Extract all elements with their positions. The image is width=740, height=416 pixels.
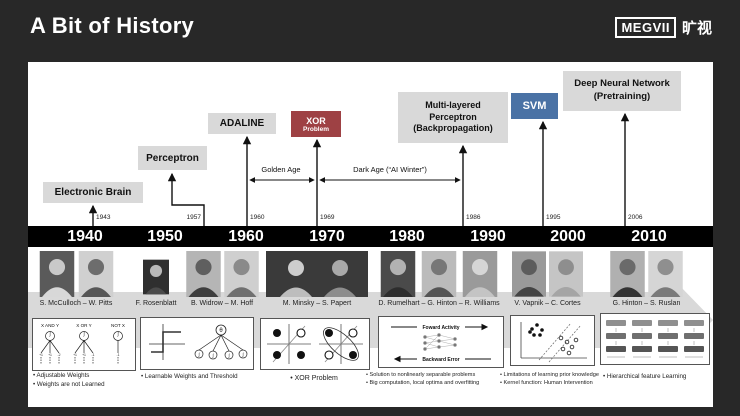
svg-text:∫: ∫ bbox=[241, 352, 244, 357]
caption-hierarchical-features: Hierarchical feature Learning bbox=[603, 373, 686, 382]
portrait-photo bbox=[610, 251, 645, 297]
event-xor-problem: XOR Problem bbox=[291, 111, 341, 137]
ytick-1957: 1957 bbox=[186, 214, 201, 221]
portrait-photo bbox=[461, 251, 499, 297]
svm-margin-diagram bbox=[510, 315, 595, 366]
people-group-rumelhart-hinton-williams: D. Rumelhart – G. Hinton – R. Williams bbox=[378, 251, 500, 307]
svg-text:-2: -2 bbox=[57, 353, 60, 357]
svg-text:∫: ∫ bbox=[197, 352, 200, 357]
decade-2000: 2000 bbox=[550, 228, 586, 245]
era-dark-age: Dark Age (“AI Winter”) bbox=[353, 165, 427, 174]
people-group-rosenblatt: F. Rosenblatt bbox=[128, 257, 184, 307]
decade-1940: 1940 bbox=[67, 228, 103, 245]
portrait-photo bbox=[223, 251, 259, 297]
svg-text:∫: ∫ bbox=[82, 332, 85, 338]
timeline-bar: 1940 1950 1960 1970 1980 1990 2000 2010 bbox=[28, 226, 713, 247]
svg-text:-1: -1 bbox=[116, 353, 119, 357]
event-xor-title: XOR bbox=[306, 115, 326, 126]
ytick-1969: 1969 bbox=[320, 214, 335, 221]
backpropagation-diagram: Foward Activity Backward Error bbox=[378, 316, 504, 368]
era-golden-age: Golden Age bbox=[261, 165, 301, 174]
decade-1960: 1960 bbox=[228, 228, 264, 245]
logic-label-and: X AND Y bbox=[41, 323, 59, 328]
event-mlp-backprop: Multi-layered Perceptron (Backpropagatio… bbox=[398, 92, 508, 143]
portrait-photo bbox=[185, 251, 221, 297]
svg-text:∫: ∫ bbox=[227, 353, 230, 358]
event-xor-subtitle: Problem bbox=[302, 125, 329, 133]
people-group-mcculloch-pitts: S. McCulloch – W. Pitts bbox=[34, 251, 118, 307]
people-group-hinton-ruslan: G. Hinton – S. Ruslan bbox=[608, 251, 685, 307]
people-label: B. Widrow – M. Hoff bbox=[190, 300, 254, 307]
portrait-photo bbox=[379, 251, 417, 297]
portrait-photo bbox=[512, 251, 546, 297]
caption-xor-problem: XOR Problem bbox=[260, 374, 368, 384]
logic-label-or: X OR Y bbox=[76, 323, 92, 328]
event-svm: SVM bbox=[511, 93, 558, 119]
caption-svm-notes: Limitations of learning prior knowledge … bbox=[500, 371, 599, 387]
portrait-photo bbox=[78, 251, 114, 297]
caption-adjustable-weights: Adjustable Weights Weights are not Learn… bbox=[33, 372, 105, 390]
ytick-1960: 1960 bbox=[250, 214, 265, 221]
people-label: V. Vapnik – C. Cortes bbox=[514, 300, 581, 307]
perceptron-threshold-diagram: θ ∫ ∫ ∫ ∫ bbox=[140, 317, 254, 370]
event-adaline: ADALINE bbox=[208, 113, 276, 134]
event-perceptron: Perceptron bbox=[138, 146, 207, 170]
portrait-photo bbox=[549, 251, 583, 297]
event-electronic-brain: Electronic Brain bbox=[43, 182, 143, 203]
timeline-panel: Golden Age Dark Age (“AI Winter”) Electr… bbox=[28, 62, 713, 407]
megvii-logo: MEGVII bbox=[615, 17, 676, 38]
theta-symbol: θ bbox=[219, 328, 223, 334]
ytick-1943: 1943 bbox=[96, 214, 111, 221]
decade-1950: 1950 bbox=[147, 228, 183, 245]
decade-1980: 1980 bbox=[389, 228, 425, 245]
megvii-logo-cn: 旷视 bbox=[681, 20, 712, 37]
svg-text:-1: -1 bbox=[91, 353, 94, 357]
svg-text:+1: +1 bbox=[82, 353, 86, 357]
page-title: A Bit of History bbox=[30, 13, 195, 38]
people-label: D. Rumelhart – G. Hinton – R. Williams bbox=[378, 300, 500, 307]
backward-error-label: Backward Error bbox=[422, 357, 459, 363]
hierarchical-features-diagram bbox=[600, 313, 710, 365]
portrait-photo bbox=[39, 251, 75, 297]
mcculloch-logic-units-diagram: X AND Y X OR Y NOT X ∫ ∫ ∫ +1 +1 -2 +1 +1 -1 -… bbox=[32, 318, 136, 371]
people-group-widrow-hoff: B. Widrow – M. Hoff bbox=[183, 251, 261, 307]
decade-2010: 2010 bbox=[631, 228, 667, 245]
svg-text:∫: ∫ bbox=[48, 332, 51, 338]
xor-problem-diagram bbox=[260, 318, 370, 370]
forward-activity-label: Foward Activity bbox=[422, 325, 459, 331]
caption-backprop-notes: Solution to nonlinearly separable proble… bbox=[366, 371, 480, 387]
people-group-minsky-papert: M. Minsky – S. Papert bbox=[265, 251, 369, 307]
people-group-vapnik-cortes: V. Vapnik – C. Cortes bbox=[510, 251, 585, 307]
people-label: G. Hinton – S. Ruslan bbox=[612, 300, 681, 307]
event-dnn-pretraining: Deep Neural Network (Pretraining) bbox=[563, 71, 681, 111]
svg-text:+1: +1 bbox=[39, 353, 43, 357]
svg-text:+1: +1 bbox=[48, 353, 52, 357]
caption-learnable-weights: Learnable Weights and Threshold bbox=[141, 373, 238, 382]
svg-text:+1: +1 bbox=[73, 353, 77, 357]
brand-logo: MEGVII 旷视 bbox=[615, 17, 712, 38]
people-label: M. Minsky – S. Papert bbox=[282, 300, 352, 307]
portrait-photo bbox=[648, 251, 683, 297]
ytick-1995: 1995 bbox=[546, 214, 561, 221]
ytick-2006: 2006 bbox=[628, 214, 643, 221]
svg-text:∫: ∫ bbox=[211, 353, 214, 358]
decade-1970: 1970 bbox=[309, 228, 345, 245]
portrait-photo bbox=[266, 251, 368, 297]
logic-label-not: NOT X bbox=[111, 323, 125, 328]
decade-1990: 1990 bbox=[470, 228, 506, 245]
people-label: S. McCulloch – W. Pitts bbox=[39, 300, 113, 307]
people-label: F. Rosenblatt bbox=[135, 300, 177, 307]
portrait-photo bbox=[420, 251, 458, 297]
svg-text:∫: ∫ bbox=[116, 332, 119, 338]
portrait-photo bbox=[143, 257, 169, 297]
ytick-1986: 1986 bbox=[466, 214, 481, 221]
